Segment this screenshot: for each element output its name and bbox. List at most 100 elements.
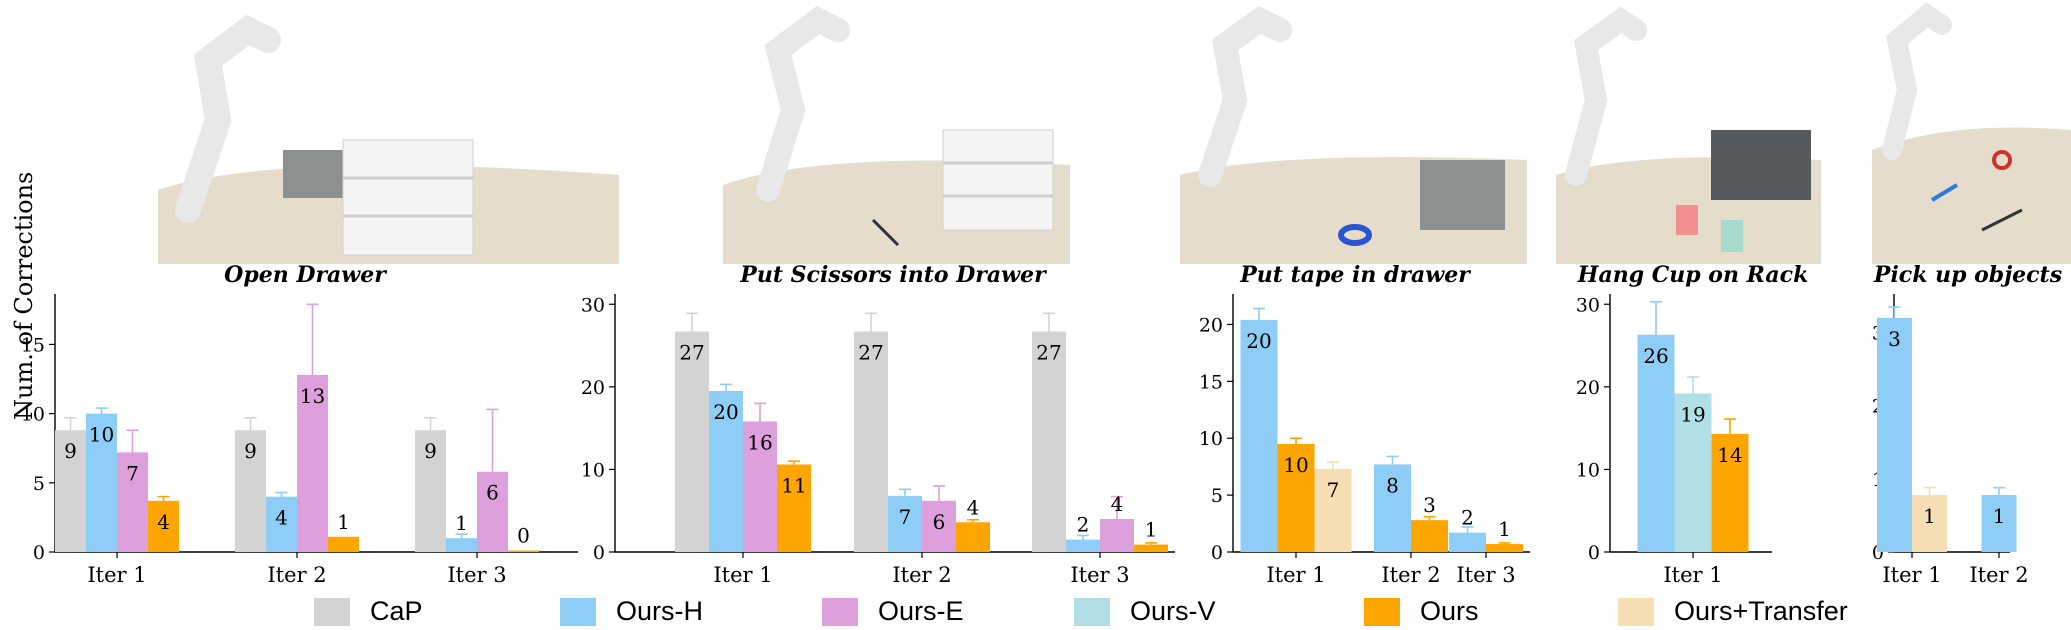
chart-0-ours-e-1-data-label: 13 bbox=[300, 384, 325, 408]
chart-0-ours-2-bar bbox=[508, 550, 539, 552]
chart-1-xtick-label-0: Iter 1 bbox=[713, 563, 772, 587]
chart-1-ours-0-bar bbox=[777, 464, 811, 552]
chart-0-cap-1-data-label: 9 bbox=[244, 439, 257, 463]
chart-2-xtick-label-0: Iter 1 bbox=[1266, 563, 1325, 587]
chart-1-ytick-label-2: 20 bbox=[581, 377, 605, 399]
legend-item-ours-transfer: Ours+Transfer bbox=[1618, 596, 1848, 627]
legend-label-ours-v: Ours-V bbox=[1130, 596, 1216, 626]
chart-4-ours-h-1-bar bbox=[1981, 494, 2017, 552]
chart-4-xtick-label-0: Iter 1 bbox=[1882, 563, 1941, 587]
chart-1-cap-2-bar bbox=[1032, 331, 1066, 552]
legend-swatch-ours-e bbox=[822, 597, 858, 626]
chart-1-ours-e-2-bar bbox=[1100, 518, 1134, 552]
chart-0-ours-e-2-bar bbox=[477, 471, 508, 552]
chart-1-xtick-label-1: Iter 2 bbox=[892, 563, 951, 587]
chart-1-ours-e-0-bar bbox=[743, 421, 777, 552]
chart-0-ours-e-0-data-label: 7 bbox=[126, 461, 139, 485]
chart-2-ytick-label-0: 0 bbox=[1211, 542, 1223, 564]
chart-4-ours-h-0-data-label: 3 bbox=[1888, 327, 1901, 351]
legend-item-ours: Ours bbox=[1364, 596, 1479, 627]
chart-3-ytick-label-2: 20 bbox=[1576, 377, 1600, 399]
legend-swatch-ours-h bbox=[560, 597, 596, 626]
photo-put-tape bbox=[1180, 0, 1527, 264]
chart-1-ours-h-2-bar bbox=[1066, 539, 1100, 552]
chart-2-ytick-label-1: 5 bbox=[1211, 485, 1223, 507]
chart-1-ours-h-0-data-label: 20 bbox=[713, 400, 738, 424]
chart-title-0: Open Drawer bbox=[224, 262, 386, 288]
chart-4-xtick-label-1: Iter 2 bbox=[1969, 563, 2028, 587]
chart-0-ytick-label-1: 5 bbox=[33, 473, 45, 495]
chart-1-ours-e-1-data-label: 6 bbox=[933, 510, 946, 534]
chart-0-cap-2-data-label: 9 bbox=[424, 439, 437, 463]
chart-1-xtick-label-2: Iter 3 bbox=[1070, 563, 1129, 587]
chart-2-ours-2-bar bbox=[1486, 544, 1523, 552]
chart-2-ours-h-0-bar bbox=[1240, 319, 1278, 552]
chart-0-ours-2-data-label: 0 bbox=[517, 524, 530, 548]
chart-3-ytick-label-3: 30 bbox=[1576, 294, 1600, 316]
chart-0-ours-1-data-label: 1 bbox=[337, 510, 350, 534]
chart-0-xtick-label-1: Iter 2 bbox=[267, 563, 326, 587]
legend: CaP Ours-H Ours-E Ours-V Ours Ours+Trans… bbox=[0, 596, 2071, 630]
chart-0-ytick-label-0: 0 bbox=[33, 542, 45, 564]
chart-2-ours-1-bar bbox=[1411, 520, 1448, 552]
photo-pick-up-objects bbox=[1872, 0, 2071, 264]
chart-2-ours-h-1-bar bbox=[1374, 464, 1411, 552]
chart-title-3: Hang Cup on Rack bbox=[1577, 262, 1809, 288]
chart-1-cap-0-bar bbox=[675, 331, 709, 552]
chart-title-4: Pick up objects bbox=[1873, 262, 2063, 288]
chart-2-ours-1-data-label: 3 bbox=[1423, 493, 1436, 517]
legend-label-ours-h: Ours-H bbox=[616, 596, 703, 626]
chart-0-ours-e-0-bar bbox=[117, 452, 148, 552]
legend-swatch-ours-transfer bbox=[1618, 597, 1654, 626]
chart-1-ours-h-2-data-label: 2 bbox=[1077, 513, 1090, 537]
chart-1-ours-h-1-data-label: 7 bbox=[899, 505, 912, 529]
legend-label-ours-e: Ours-E bbox=[878, 596, 964, 626]
chart-2-ours-h-2-data-label: 2 bbox=[1461, 506, 1474, 530]
chart-2-ytick-label-2: 10 bbox=[1199, 428, 1223, 450]
chart-0-ytick-label-3: 15 bbox=[21, 334, 45, 356]
chart-0-ours-h-1-bar bbox=[266, 496, 297, 552]
chart-0-xtick-label-0: Iter 1 bbox=[87, 563, 146, 587]
chart-2-ours-0-bar bbox=[1277, 443, 1315, 552]
chart-0-ours-h-0-data-label: 10 bbox=[89, 423, 114, 447]
legend-label-ours-transfer: Ours+Transfer bbox=[1674, 596, 1848, 626]
chart-0-ours-h-2-data-label: 1 bbox=[455, 511, 468, 535]
chart-2-ours-h-1-data-label: 8 bbox=[1386, 473, 1399, 497]
chart-3-ours-v-0-bar bbox=[1674, 393, 1712, 552]
chart-2-ytick-label-3: 15 bbox=[1199, 371, 1223, 393]
chart-2-ours-transfer-0-bar bbox=[1314, 468, 1352, 552]
chart-4-ours-transfer-0-bar bbox=[1912, 494, 1947, 552]
chart-2-ours-2-data-label: 1 bbox=[1498, 517, 1511, 541]
legend-item-ours-e: Ours-E bbox=[822, 596, 964, 627]
chart-0-cap-0-bar bbox=[55, 430, 86, 552]
chart-0-cap-1-bar bbox=[235, 430, 266, 552]
chart-1-ours-1-data-label: 4 bbox=[967, 495, 980, 519]
chart-3-xtick-label-0: Iter 1 bbox=[1663, 563, 1722, 587]
chart-0-ours-0-bar bbox=[148, 500, 179, 552]
chart-1-ours-2-data-label: 1 bbox=[1145, 518, 1158, 542]
chart-4-ours-h-0-bar bbox=[1877, 317, 1912, 552]
chart-1-ours-1-bar bbox=[956, 522, 990, 552]
legend-swatch-ours bbox=[1364, 597, 1400, 626]
legend-label-ours: Ours bbox=[1420, 596, 1479, 626]
chart-1-ours-h-1-bar bbox=[888, 495, 922, 552]
chart-0-xtick-label-2: Iter 3 bbox=[447, 563, 506, 587]
chart-2-ours-h-0-data-label: 20 bbox=[1246, 329, 1271, 353]
chart-2-ours-transfer-0-data-label: 7 bbox=[1327, 478, 1340, 502]
legend-swatch-cap bbox=[314, 597, 350, 626]
legend-item-ours-v: Ours-V bbox=[1074, 596, 1216, 627]
chart-3-ours-h-0-data-label: 26 bbox=[1643, 344, 1668, 368]
chart-0-ours-h-1-data-label: 4 bbox=[275, 506, 288, 530]
chart-0-cap-2-bar bbox=[415, 430, 446, 552]
photo-open-drawer bbox=[158, 0, 619, 264]
chart-1-ours-e-0-data-label: 16 bbox=[747, 431, 772, 455]
legend-swatch-ours-v bbox=[1074, 597, 1110, 626]
chart-3-ours-v-0-data-label: 19 bbox=[1680, 402, 1705, 426]
chart-1-ours-e-2-data-label: 4 bbox=[1111, 492, 1124, 516]
legend-item-cap: CaP bbox=[314, 596, 423, 627]
chart-1-ytick-label-3: 30 bbox=[581, 294, 605, 316]
chart-4-ours-h-1-data-label: 1 bbox=[1993, 504, 2006, 528]
chart-4-ours-transfer-0-data-label: 1 bbox=[1923, 504, 1936, 528]
chart-0-ours-h-0-bar bbox=[86, 413, 117, 552]
